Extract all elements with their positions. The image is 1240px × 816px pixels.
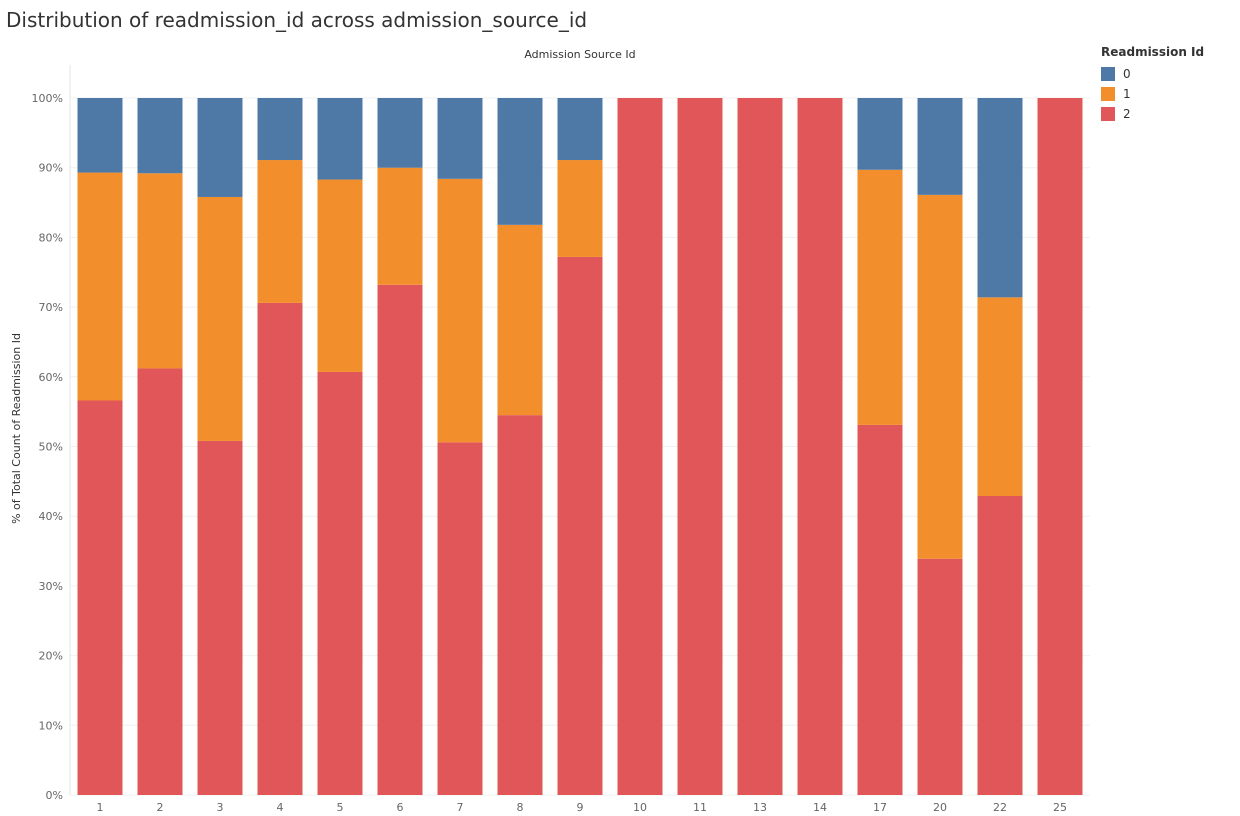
- bar-segment-6-series-2: [377, 284, 423, 795]
- bar-segment-6-series-1: [377, 167, 423, 285]
- legend-item-2[interactable]: 2: [1101, 104, 1204, 124]
- bar-segment-5-series-0: [317, 98, 363, 180]
- bar-segment-20-series-1: [917, 194, 963, 559]
- bar-segment-1-series-0: [77, 98, 123, 173]
- bar-segment-4-series-0: [257, 98, 303, 161]
- bar-segment-3-series-2: [197, 440, 243, 795]
- bar-segment-6-series-0: [377, 98, 423, 168]
- bar-segment-7-series-1: [437, 178, 483, 443]
- x-tick-label: 14: [813, 801, 827, 814]
- bar-segment-9-series-1: [557, 160, 603, 257]
- bar-segment-14-series-2: [797, 98, 843, 795]
- x-tick-label: 9: [577, 801, 584, 814]
- y-tick-label: 50%: [39, 441, 63, 454]
- legend-label-2: 2: [1123, 107, 1131, 121]
- legend-item-0[interactable]: 0: [1101, 64, 1204, 84]
- legend-label-1: 1: [1123, 87, 1131, 101]
- bar-segment-2-series-1: [137, 173, 183, 369]
- y-tick-label: 0%: [46, 789, 63, 802]
- bar-segment-9-series-0: [557, 98, 603, 161]
- bar-segment-17-series-0: [857, 98, 903, 170]
- bar-segment-17-series-2: [857, 424, 903, 795]
- bar-segment-20-series-2: [917, 558, 963, 795]
- y-tick-label: 20%: [39, 650, 63, 663]
- legend-swatch-1: [1101, 87, 1115, 101]
- x-tick-label: 25: [1053, 801, 1067, 814]
- legend: Readmission Id 0 1 2: [1101, 45, 1204, 124]
- y-tick-label: 60%: [39, 371, 63, 384]
- x-tick-label: 1: [97, 801, 104, 814]
- y-tick-label: 70%: [39, 301, 63, 314]
- bar-segment-3-series-1: [197, 196, 243, 441]
- bar-segment-10-series-2: [617, 98, 663, 795]
- bar-segment-13-series-2: [737, 98, 783, 795]
- bar-segment-8-series-1: [497, 224, 543, 416]
- bar-segment-22-series-2: [977, 495, 1023, 795]
- x-tick-label: 22: [993, 801, 1007, 814]
- bar-segment-8-series-2: [497, 415, 543, 795]
- x-tick-label: 8: [517, 801, 524, 814]
- y-tick-label: 90%: [39, 162, 63, 175]
- x-tick-label: 11: [693, 801, 707, 814]
- bar-segment-25-series-2: [1037, 98, 1083, 795]
- y-tick-label: 80%: [39, 231, 63, 244]
- legend-swatch-0: [1101, 67, 1115, 81]
- y-tick-label: 10%: [39, 719, 63, 732]
- x-tick-label: 6: [397, 801, 404, 814]
- x-tick-label: 3: [217, 801, 224, 814]
- legend-label-0: 0: [1123, 67, 1131, 81]
- bar-segment-11-series-2: [677, 98, 723, 795]
- bar-segment-4-series-2: [257, 302, 303, 795]
- legend-title: Readmission Id: [1101, 45, 1205, 59]
- bar-segment-5-series-1: [317, 179, 363, 372]
- bar-segment-1-series-1: [77, 172, 123, 401]
- x-tick-label: 17: [873, 801, 887, 814]
- bar-segment-4-series-1: [257, 160, 303, 303]
- bar-segment-2-series-2: [137, 368, 183, 795]
- bar-segment-22-series-1: [977, 297, 1023, 496]
- y-axis-title: % of Total Count of Readmission Id: [10, 333, 23, 524]
- bar-segment-3-series-0: [197, 98, 243, 197]
- x-tick-label: 10: [633, 801, 647, 814]
- column-header: Admission Source Id: [524, 48, 635, 61]
- bar-segment-7-series-2: [437, 442, 483, 795]
- x-tick-label: 13: [753, 801, 767, 814]
- y-tick-label: 30%: [39, 580, 63, 593]
- x-tick-label: 20: [933, 801, 947, 814]
- bar-segment-9-series-2: [557, 256, 603, 795]
- x-tick-label: 2: [157, 801, 164, 814]
- bar-segment-2-series-0: [137, 98, 183, 174]
- x-tick-label: 5: [337, 801, 344, 814]
- chart-title: Distribution of readmission_id across ad…: [6, 8, 588, 32]
- bar-segment-22-series-0: [977, 98, 1023, 298]
- x-tick-label: 4: [277, 801, 284, 814]
- bar-segment-20-series-0: [917, 98, 963, 195]
- bar-segment-17-series-1: [857, 169, 903, 425]
- bar-segment-5-series-2: [317, 371, 363, 795]
- y-tick-label: 100%: [32, 92, 63, 105]
- bar-segment-1-series-2: [77, 400, 123, 795]
- bar-segment-8-series-0: [497, 98, 543, 225]
- x-tick-label: 7: [457, 801, 464, 814]
- legend-swatch-2: [1101, 107, 1115, 121]
- legend-item-1[interactable]: 1: [1101, 84, 1204, 104]
- y-tick-label: 40%: [39, 510, 63, 523]
- bar-segment-7-series-0: [437, 98, 483, 179]
